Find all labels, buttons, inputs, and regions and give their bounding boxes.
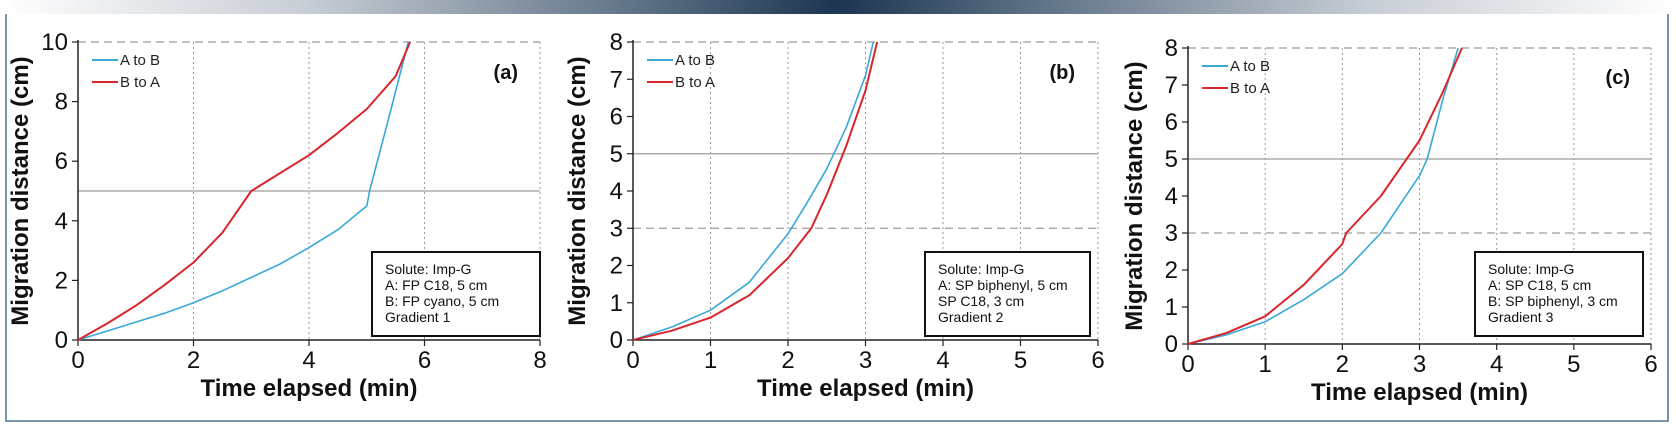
series-line-a-to-b: [77, 41, 410, 341]
chart-panel-a: 0 2 4 6 8 0 2 4 6 8 10 Time elapsed (min) Migration …: [7, 29, 547, 402]
chart-panel-b: 0 1 2 3 4 5 6 0 1 2 3 4 5 6 7 8 Time elapsed (min) Migrat…: [564, 29, 1105, 402]
x-axis-title: Time elapsed (min): [201, 375, 418, 402]
x-tick-label: 5: [1014, 347, 1027, 374]
x-tick-label: 1: [704, 347, 717, 374]
y-tick-label: 2: [610, 253, 623, 280]
x-tick-label: 0: [1181, 351, 1194, 378]
legend-label-b-to-a: B to A: [675, 74, 715, 91]
x-tick-label: 5: [1567, 351, 1580, 378]
y-tick-label: 0: [55, 327, 68, 354]
chart-panel-c: 0 1 2 3 4 5 6 0 1 2 3 4 5 6 7 8 Time elapsed (min) Migrat…: [1121, 35, 1658, 406]
y-tick-label: 5: [610, 141, 623, 168]
x-tick-label: 3: [1413, 351, 1426, 378]
y-tick-label: 4: [610, 178, 623, 205]
legend-label-a-to-b: A to B: [120, 52, 160, 69]
info-box: [1474, 251, 1644, 337]
y-axis-title: Migration distance (cm): [1121, 61, 1148, 330]
series-line-a-to-b: [1187, 47, 1459, 345]
series-line-b-to-a: [632, 41, 879, 341]
legend-label-b-to-a: B to A: [120, 74, 160, 91]
x-tick-label: 0: [71, 347, 84, 374]
legend-label-b-to-a: B to A: [1230, 80, 1270, 97]
x-tick-label: 6: [1091, 347, 1104, 374]
info-box-line: B: FP cyano, 5 cm: [385, 293, 499, 309]
y-tick-label: 7: [1165, 72, 1178, 99]
y-tick-label: 1: [610, 290, 623, 317]
info-box-line: Solute: Imp-G: [938, 261, 1024, 277]
legend-label-a-to-b: A to B: [675, 52, 715, 69]
x-axis-title: Time elapsed (min): [1311, 379, 1528, 406]
x-tick-label: 8: [533, 347, 546, 374]
y-tick-label: 8: [610, 29, 623, 56]
x-tick-label: 1: [1258, 351, 1271, 378]
info-box-line: A: SP C18, 5 cm: [1488, 277, 1591, 293]
y-tick-label: 0: [1165, 331, 1178, 358]
x-tick-label: 2: [1336, 351, 1349, 378]
y-axis-title: Migration distance (cm): [7, 56, 34, 325]
x-tick-label: 6: [418, 347, 431, 374]
y-tick-label: 6: [1165, 109, 1178, 136]
y-tick-label: 10: [41, 29, 68, 56]
y-tick-label: 4: [55, 208, 68, 235]
series-line-b-to-a: [77, 41, 412, 341]
y-tick-label: 5: [1165, 146, 1178, 173]
top-gradient-bar: [0, 0, 1676, 14]
y-tick-label: 8: [1165, 35, 1178, 62]
x-tick-label: 4: [1490, 351, 1503, 378]
x-tick-label: 4: [936, 347, 949, 374]
info-box-line: SP C18, 3 cm: [938, 293, 1024, 309]
figure-frame: [5, 14, 1669, 422]
y-tick-label: 1: [1165, 294, 1178, 321]
y-tick-label: 4: [1165, 183, 1178, 210]
y-tick-label: 6: [610, 104, 623, 131]
series-line-a-to-b: [632, 41, 875, 341]
panel-label: (b): [1049, 62, 1075, 84]
x-tick-label: 6: [1644, 351, 1657, 378]
x-tick-label: 3: [859, 347, 872, 374]
info-box-line: Gradient 3: [1488, 309, 1554, 325]
panel-label: (a): [494, 62, 518, 84]
y-tick-label: 3: [610, 215, 623, 242]
info-box: [371, 251, 541, 337]
y-tick-label: 6: [55, 148, 68, 175]
series-line-b-to-a: [1187, 47, 1463, 345]
info-box-line: Gradient 1: [385, 309, 451, 325]
y-tick-label: 2: [1165, 257, 1178, 284]
info-box-line: A: FP C18, 5 cm: [385, 277, 487, 293]
y-axis-title: Migration distance (cm): [564, 56, 591, 325]
y-tick-label: 7: [610, 66, 623, 93]
x-tick-label: 4: [302, 347, 315, 374]
legend-label-a-to-b: A to B: [1230, 58, 1270, 75]
info-box-line: B: SP biphenyl, 3 cm: [1488, 293, 1618, 309]
x-axis-title: Time elapsed (min): [757, 375, 974, 402]
panel-label: (c): [1606, 67, 1630, 89]
x-tick-label: 2: [187, 347, 200, 374]
y-tick-label: 8: [55, 89, 68, 116]
info-box: [924, 251, 1091, 337]
x-tick-label: 0: [626, 347, 639, 374]
y-tick-label: 2: [55, 267, 68, 294]
y-tick-label: 3: [1165, 220, 1178, 247]
info-box-line: Solute: Imp-G: [1488, 261, 1574, 277]
info-box-line: Gradient 2: [938, 309, 1004, 325]
info-box-line: A: SP biphenyl, 5 cm: [938, 277, 1068, 293]
x-tick-label: 2: [781, 347, 794, 374]
info-box-line: Solute: Imp-G: [385, 261, 471, 277]
y-tick-label: 0: [610, 327, 623, 354]
